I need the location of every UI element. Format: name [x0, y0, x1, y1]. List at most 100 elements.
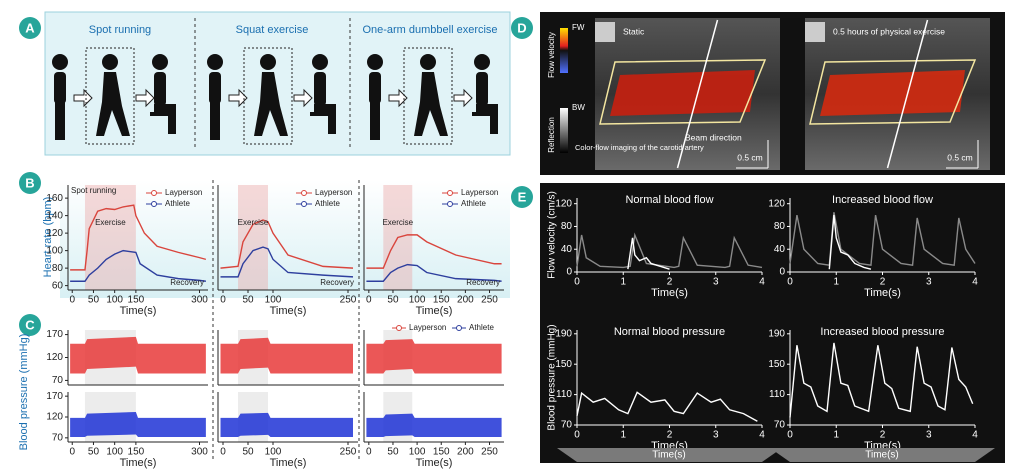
panel-badge: [19, 172, 41, 194]
data-band: [70, 412, 206, 437]
y-tick-label: 120: [46, 412, 63, 423]
panel-label: C: [25, 317, 35, 332]
beam-label: Beam direction: [685, 132, 742, 142]
x-tick-label: 250: [481, 447, 498, 458]
data-line: [70, 204, 207, 271]
y-tick-label: 110: [769, 389, 785, 400]
person-leg: [154, 104, 176, 134]
chair: [150, 112, 176, 116]
x-tick-label: 300: [191, 447, 208, 458]
x-tick-label: 150: [433, 447, 450, 458]
x-tick-label: 3: [713, 430, 719, 441]
y-tick-label: 80: [774, 221, 786, 232]
data-line: [220, 219, 354, 269]
section-title: Spot running: [89, 24, 151, 36]
x-axis-label: Time(s): [120, 305, 157, 317]
person-leg: [314, 104, 336, 134]
step-arrow: [228, 88, 248, 108]
exercise-span: [84, 185, 136, 290]
y-axis-label: Blood pressure (mmHg): [18, 334, 30, 451]
x-tick-label: 100: [265, 447, 282, 458]
chart-title: Increased blood flow: [832, 194, 933, 206]
y-tick-label: 170: [46, 391, 63, 402]
bar-label: Reflection: [547, 117, 556, 153]
annotation: Exercise: [382, 218, 413, 227]
y-tick-label: 170: [46, 329, 63, 340]
legend-marker: [456, 325, 462, 331]
colorbar-bw: [560, 108, 568, 153]
section-title: One-arm dumbbell exercise: [362, 24, 497, 36]
flow-region: [610, 70, 755, 116]
x-tick-label: 0: [220, 447, 226, 458]
panel-e-box: [540, 183, 1005, 463]
step-arrow: [388, 88, 408, 108]
x-tick-label: 4: [759, 430, 765, 441]
x-tick-label: 0: [787, 277, 793, 288]
x-tick-label: 100: [409, 295, 426, 306]
roi-box: [809, 59, 977, 125]
legend-marker: [447, 190, 453, 196]
x-tick-label: 100: [409, 447, 426, 458]
timeline-label: Time(s): [865, 450, 899, 461]
chart-title: Normal blood flow: [625, 194, 713, 206]
y-tick-label: 110: [556, 389, 572, 400]
y-tick-label: 80: [52, 263, 64, 274]
annotation: Recovery: [320, 278, 354, 287]
exercise-box: [243, 47, 293, 145]
roi-box: [599, 59, 767, 125]
x-tick-label: 0: [69, 295, 75, 306]
x-tick-label: 150: [128, 447, 145, 458]
legend-marker: [396, 325, 402, 331]
person-leg: [370, 102, 380, 140]
state-label: Static: [623, 26, 645, 36]
panel-label: D: [517, 20, 526, 35]
x-tick-label: 0: [574, 277, 580, 288]
y-axis-label: Blood pressure (mmHg): [547, 324, 558, 430]
scale-color: BW: [572, 103, 585, 112]
x-tick-label: 250: [481, 295, 498, 306]
exercise-box: [85, 47, 135, 145]
person-body: [209, 72, 221, 104]
person-head: [207, 54, 223, 70]
legend-label: Layperson: [461, 188, 498, 197]
x-tick-label: 50: [242, 295, 254, 306]
step-arrow: [135, 88, 155, 108]
x-tick-label: 300: [191, 295, 208, 306]
x-tick-label: 3: [713, 277, 719, 288]
x-tick-label: 50: [242, 447, 254, 458]
panel-badge: [19, 17, 41, 39]
timeline: [770, 448, 995, 462]
y-tick-label: 40: [561, 244, 573, 255]
chart-title: Normal blood pressure: [614, 326, 725, 338]
x-tick-label: 3: [926, 430, 932, 441]
data-line: [789, 212, 976, 266]
person-active: [96, 72, 130, 136]
x-tick-label: 0: [366, 295, 372, 306]
icon: [805, 22, 825, 42]
caption: Color-flow imaging of the carotid artery: [575, 143, 704, 152]
person-head: [474, 54, 490, 70]
scale-label: 0.5 cm: [737, 152, 763, 162]
person-body: [154, 72, 166, 106]
x-tick-label: 100: [106, 447, 123, 458]
x-tick-label: 3: [926, 277, 932, 288]
chair: [472, 112, 498, 116]
x-tick-label: 4: [972, 430, 978, 441]
y-tick-label: 190: [555, 328, 572, 339]
x-axis-label: Time(s): [864, 287, 901, 299]
person-body: [369, 72, 381, 104]
panel-label: E: [518, 189, 527, 204]
x-tick-label: 50: [387, 447, 399, 458]
person-active: [414, 72, 448, 136]
chart-title: Increased blood pressure: [820, 326, 944, 338]
person-head: [312, 54, 328, 70]
data-line: [576, 391, 758, 422]
x-axis-label: Time(s): [120, 457, 157, 469]
x-tick-label: 4: [972, 277, 978, 288]
x-axis-label: Time(s): [651, 287, 688, 299]
y-axis-label: Flow velocity (cm/s): [547, 191, 558, 279]
x-tick-label: 2: [880, 430, 886, 441]
data-band: [366, 339, 502, 374]
y-axis-label: Heart rate (bpm): [42, 197, 54, 278]
